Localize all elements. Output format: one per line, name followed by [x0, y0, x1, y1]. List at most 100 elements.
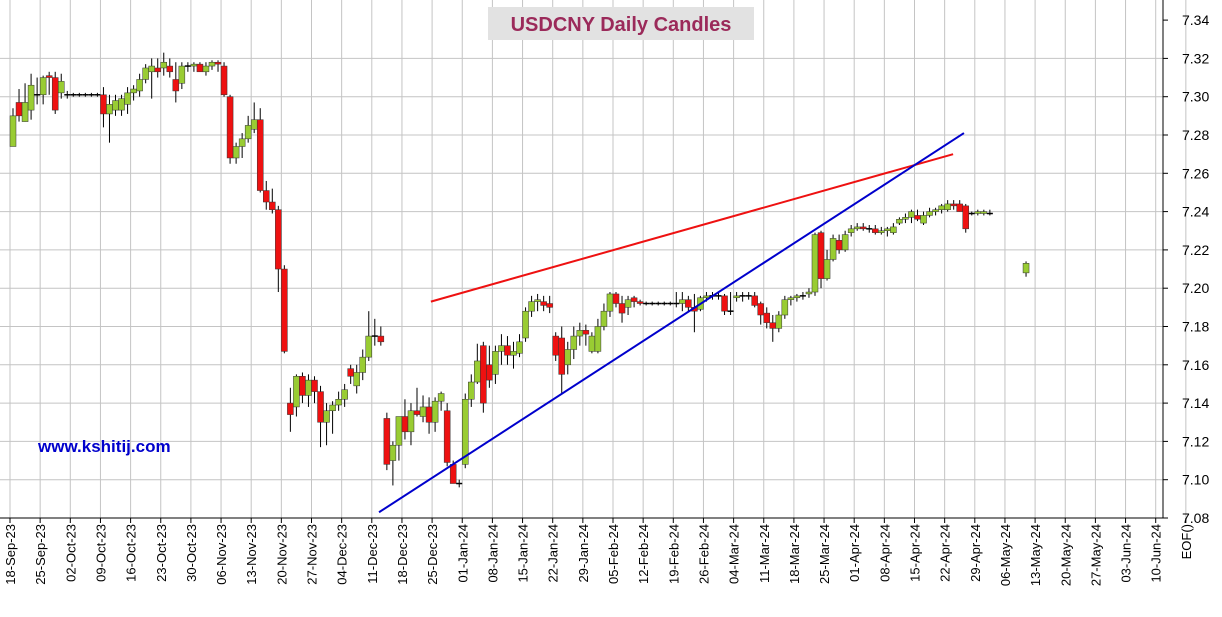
x-tick-label: 27-May-24 [1088, 524, 1103, 586]
candle [407, 403, 415, 446]
candle-body [106, 104, 113, 115]
candle [377, 326, 385, 346]
y-tick-label: 7.20 [1182, 280, 1209, 296]
x-tick-label: 04-Mar-24 [727, 524, 742, 584]
x-tick-label: 08-Apr-24 [877, 524, 892, 582]
x-tick-label: 20-May-24 [1058, 524, 1073, 586]
candle [263, 180, 270, 210]
candle-body [341, 389, 348, 400]
candle-body [811, 234, 819, 293]
candle [202, 62, 210, 76]
candle-body [516, 341, 523, 354]
candle-body [250, 119, 258, 130]
x-tick-label: 03-Jun-24 [1119, 524, 1134, 583]
candle-body [425, 406, 433, 423]
candle [45, 71, 53, 95]
candle-body [142, 67, 149, 80]
x-tick-label: 29-Apr-24 [968, 524, 983, 582]
candle [594, 318, 602, 354]
x-tick-label: 15-Apr-24 [908, 524, 923, 582]
candle-body [630, 297, 638, 302]
candle [624, 295, 632, 316]
y-tick-label: 7.26 [1182, 165, 1209, 181]
candle-body [703, 295, 710, 299]
trendline [378, 132, 965, 514]
candle-body [226, 96, 234, 159]
candle-body [359, 356, 366, 373]
candle-body [347, 368, 354, 377]
candle-body [281, 268, 288, 352]
candle-body [504, 345, 511, 356]
x-tick-label: 25-Mar-24 [817, 524, 832, 584]
candle [582, 324, 590, 346]
candle-body [311, 379, 318, 392]
candle [21, 83, 29, 122]
candle [968, 211, 975, 216]
candle-body [896, 219, 903, 224]
candle [154, 58, 161, 78]
candle [317, 385, 324, 448]
candle-body [124, 92, 131, 105]
candle-body [606, 293, 614, 312]
candle-body [534, 299, 541, 302]
candle-body [751, 295, 758, 306]
candle [468, 374, 475, 407]
candle [226, 94, 234, 164]
chart-title: USDCNY Daily Candles [511, 14, 732, 36]
candle-body [407, 410, 415, 433]
candle-body [112, 100, 119, 111]
x-tick-label: 22-Jan-24 [546, 524, 561, 583]
y-tick-label: 7.18 [1182, 319, 1209, 335]
candle-body [522, 310, 529, 339]
candle [763, 307, 770, 329]
candle-body [805, 291, 813, 295]
candle [353, 364, 360, 394]
candle-body [926, 211, 933, 216]
candle-body [21, 102, 29, 122]
watermark-link[interactable]: www.kshitij.com [37, 437, 171, 456]
candle [220, 62, 228, 97]
candle [389, 441, 397, 486]
candle-body [305, 379, 312, 396]
candle [823, 249, 831, 281]
candle-body [769, 322, 777, 329]
candle [661, 301, 668, 306]
candle-body [884, 228, 891, 232]
candle-body [118, 98, 125, 111]
candle [136, 73, 143, 97]
x-tick-label: 09-Oct-23 [93, 524, 108, 582]
y-tick-label: 7.30 [1182, 89, 1209, 105]
candle [522, 307, 529, 342]
candle [1022, 261, 1030, 277]
candle [214, 60, 222, 72]
candle-body [45, 75, 53, 78]
candle [94, 92, 101, 97]
candle [365, 311, 373, 361]
x-tick-label: 13-May-24 [1028, 524, 1043, 586]
candle-body [781, 299, 789, 316]
candle [124, 87, 131, 114]
candle-body [618, 303, 626, 314]
candle-body [787, 297, 795, 300]
x-tick-label: 06-Nov-23 [214, 524, 229, 585]
trendline [430, 153, 954, 303]
candle [492, 345, 499, 384]
candle-body [238, 138, 246, 147]
candle-body [130, 88, 137, 94]
candle [281, 265, 288, 354]
candle [944, 200, 951, 212]
candle-body [244, 125, 252, 140]
candle [727, 292, 734, 316]
candle-body [890, 226, 897, 233]
candle-body [872, 228, 879, 233]
candle-body [582, 330, 590, 335]
candle-body [853, 226, 861, 230]
candle [980, 209, 988, 216]
candle [618, 295, 626, 323]
candle-body [835, 240, 843, 251]
candle [745, 292, 752, 300]
candle-body [208, 61, 216, 67]
y-axis: 7.34 7.32 7.30 7.28 7.26 7.24 7.22 7.20 7.18 7.16… [1163, 12, 1209, 526]
x-tick-label: 01-Apr-24 [847, 524, 862, 582]
candle [799, 292, 806, 300]
